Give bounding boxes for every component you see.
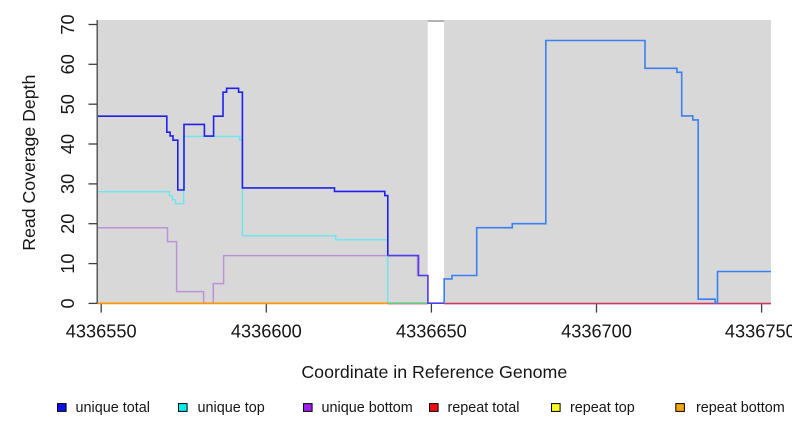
svg-text:repeat bottom: repeat bottom xyxy=(696,400,785,416)
svg-text:20: 20 xyxy=(58,214,78,234)
svg-text:4336600: 4336600 xyxy=(231,322,302,342)
svg-text:4336750: 4336750 xyxy=(725,322,792,342)
svg-text:repeat total: repeat total xyxy=(448,400,520,416)
svg-text:4336650: 4336650 xyxy=(396,322,467,342)
svg-text:Read Coverage Depth: Read Coverage Depth xyxy=(19,75,39,251)
svg-text:50: 50 xyxy=(58,94,78,114)
svg-text:Coordinate in Reference Genome: Coordinate in Reference Genome xyxy=(301,362,567,382)
svg-text:60: 60 xyxy=(58,54,78,74)
svg-text:unique bottom: unique bottom xyxy=(322,400,413,416)
svg-text:40: 40 xyxy=(58,134,78,154)
svg-text:4336700: 4336700 xyxy=(561,322,632,342)
svg-text:unique top: unique top xyxy=(198,400,265,416)
svg-text:0: 0 xyxy=(58,298,78,308)
svg-text:10: 10 xyxy=(58,253,78,273)
svg-text:unique total: unique total xyxy=(76,400,150,416)
svg-text:30: 30 xyxy=(58,174,78,194)
svg-text:repeat top: repeat top xyxy=(570,400,635,416)
svg-text:4336550: 4336550 xyxy=(66,322,137,342)
svg-text:70: 70 xyxy=(58,14,78,34)
